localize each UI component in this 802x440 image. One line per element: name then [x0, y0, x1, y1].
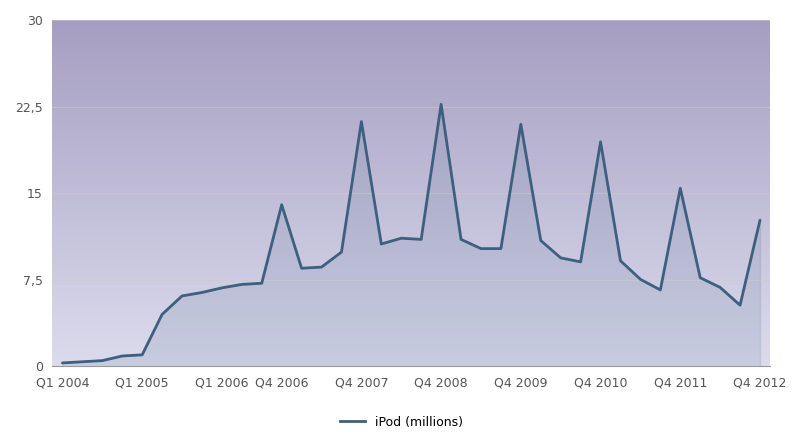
Legend: iPod (millions): iPod (millions) — [334, 411, 468, 434]
